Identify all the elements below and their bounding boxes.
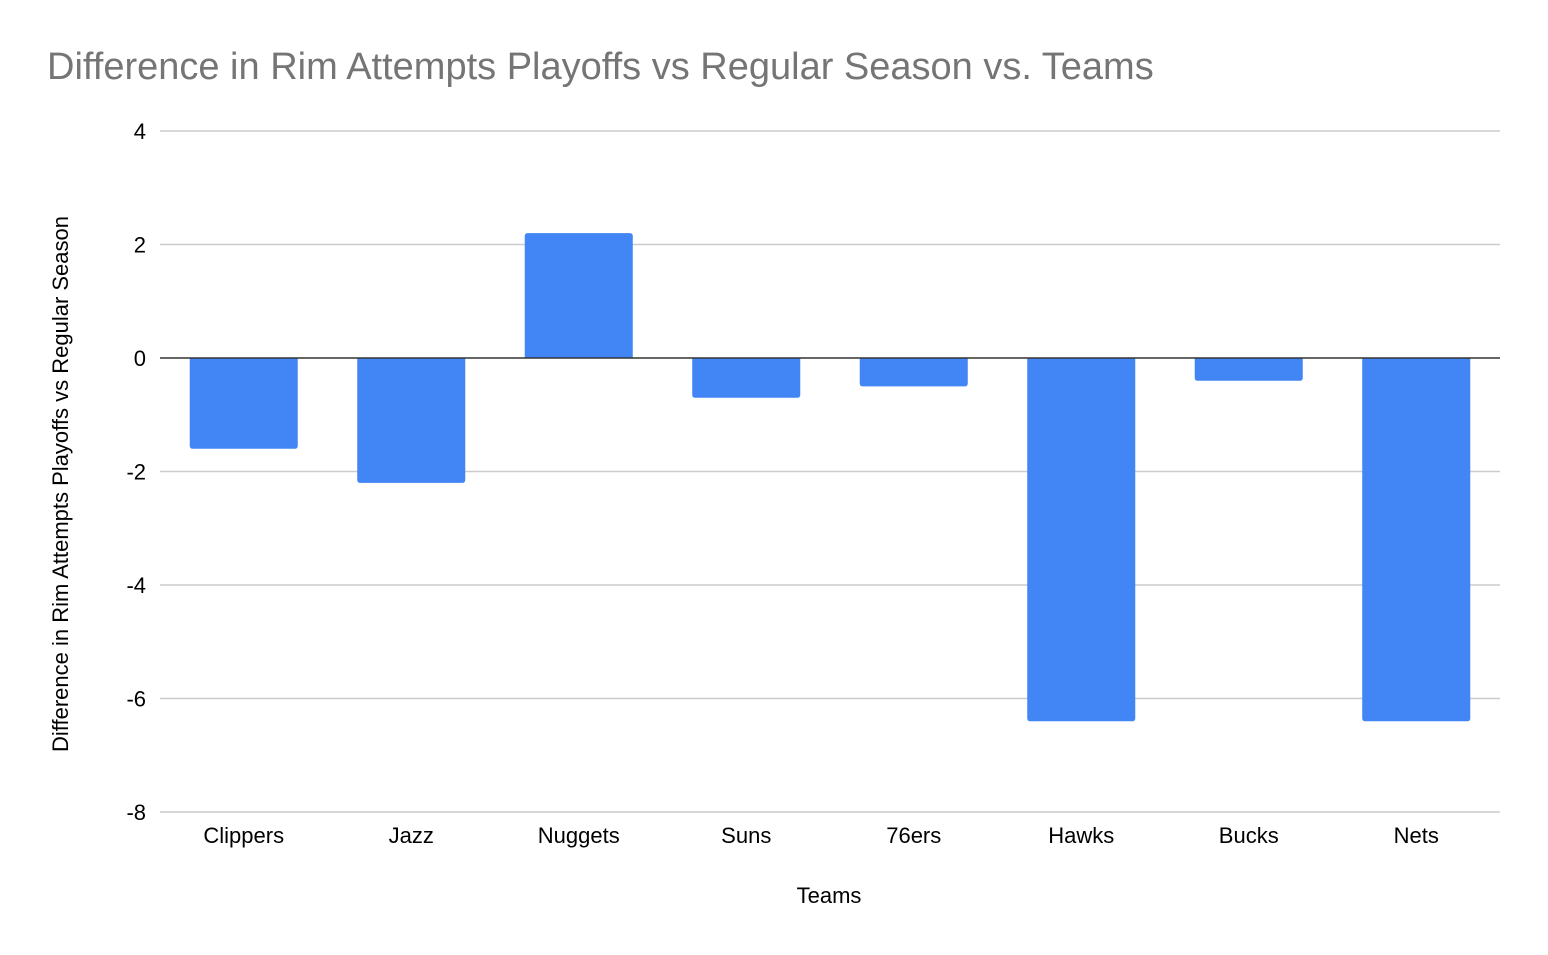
chart-title: Difference in Rim Attempts Playoffs vs R…: [47, 46, 1154, 88]
x-axis-ticks: Clippers Jazz Nuggets Suns 76ers Hawks Bucks Ne…: [203, 823, 1438, 848]
bar: [859, 358, 968, 387]
x-axis-title: Teams: [797, 883, 862, 908]
x-tick-label: 76ers: [886, 823, 941, 848]
bar: [357, 358, 466, 483]
y-tick-label: 4: [134, 119, 146, 144]
y-tick-label: -2: [126, 460, 146, 485]
y-tick-label: -4: [126, 573, 146, 598]
y-tick-label: 0: [134, 346, 146, 371]
x-tick-label: Bucks: [1219, 823, 1279, 848]
x-tick-label: Jazz: [389, 823, 434, 848]
y-tick-label: -8: [126, 800, 146, 825]
bar: [1194, 358, 1303, 381]
x-tick-label: Clippers: [203, 823, 284, 848]
x-tick-label: Nuggets: [538, 823, 620, 848]
bar: [524, 233, 633, 358]
bars: [189, 233, 1471, 722]
y-tick-label: -6: [126, 687, 146, 712]
x-tick-label: Hawks: [1048, 823, 1114, 848]
x-tick-label: Suns: [721, 823, 771, 848]
x-tick-label: Nets: [1394, 823, 1439, 848]
bar: [692, 358, 801, 398]
bar: [1027, 358, 1136, 722]
bar: [189, 358, 298, 449]
y-axis-ticks: 4 2 0 -2 -4 -6 -8: [126, 119, 146, 825]
y-tick-label: 2: [134, 233, 146, 258]
bar: [1362, 358, 1471, 722]
y-axis-title: Difference in Rim Attempts Playoffs vs R…: [48, 216, 73, 752]
